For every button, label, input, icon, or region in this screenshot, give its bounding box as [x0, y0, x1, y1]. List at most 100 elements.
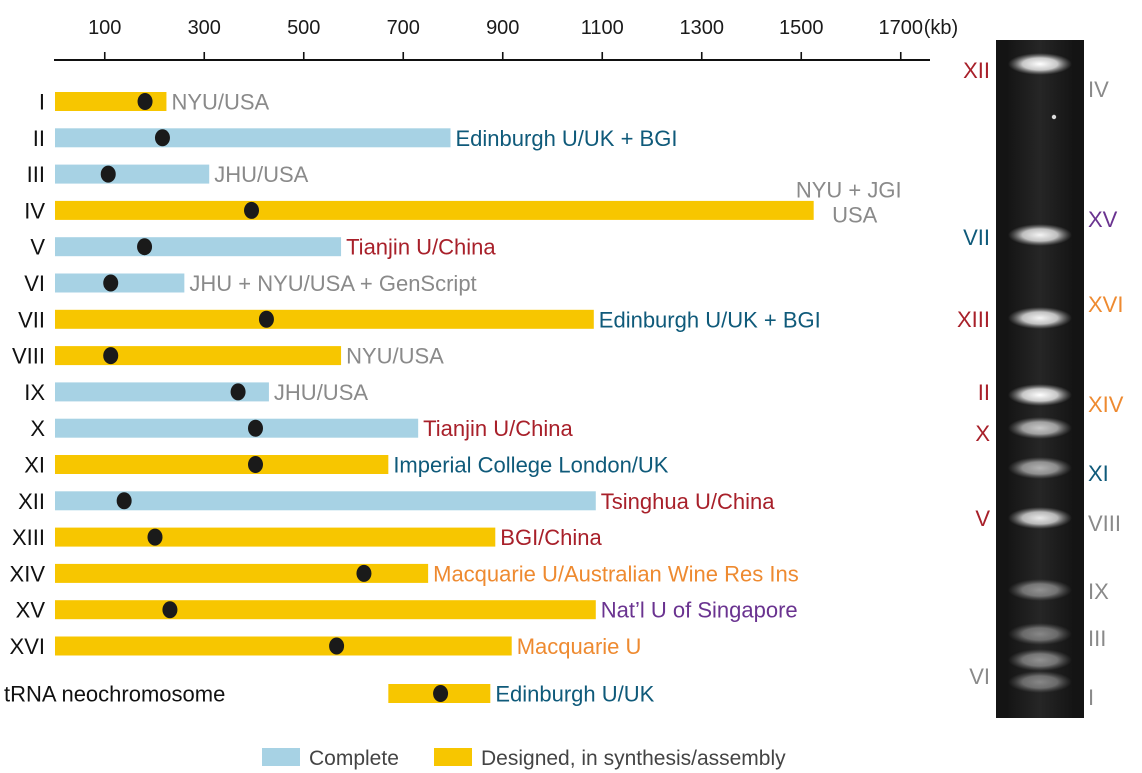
chromosome-label: XI	[24, 453, 45, 478]
chromosome-row: tRNA neochromosome Edinburgh U/UK	[4, 682, 655, 707]
chromosome-bar	[55, 491, 596, 511]
chromosome-label: XIV	[10, 561, 46, 586]
gel-band	[1008, 417, 1072, 439]
chromosome-label: III	[27, 162, 45, 187]
centromere-dot	[162, 601, 178, 619]
centromere-dot	[230, 383, 246, 401]
chromosome-bar	[55, 455, 389, 474]
legend-swatch	[434, 748, 472, 766]
centromere-dot	[137, 93, 153, 110]
chromosome-row: VIII NYU/USA	[12, 344, 444, 369]
chromosome-bar	[55, 382, 269, 402]
gel-right-label: I	[1088, 685, 1094, 710]
x-tick-label: 700	[387, 17, 420, 39]
centromere-dot	[147, 528, 163, 546]
chromosome-row: XI Imperial College London/UK	[24, 453, 669, 478]
legend: Complete Designed, in synthesis/assembly	[262, 747, 786, 770]
gel-right-label: XIV	[1088, 392, 1124, 417]
chromosome-bar	[55, 128, 451, 148]
centromere-dot	[356, 564, 372, 582]
chromosome-row: VI JHU + NYU/USA + GenScript	[24, 271, 476, 296]
chromosome-label: I	[39, 90, 45, 115]
chromosome-label: V	[30, 235, 45, 260]
chromosome-row: XIV Macquarie U/Australian Wine Res Ins	[10, 561, 799, 586]
x-tick-label: 500	[287, 17, 320, 39]
chromosome-bar	[55, 563, 429, 583]
x-axis: 100 300 500 700 900 1100 1300 1500 1700 (kb)	[54, 17, 958, 61]
legend-item: Complete	[262, 747, 399, 770]
centromere-dot	[154, 129, 170, 147]
centromere-dot	[103, 274, 119, 292]
gel-left-label: XIII	[957, 307, 990, 332]
chromosome-label: IV	[24, 198, 45, 223]
legend-label: Designed, in synthesis/assembly	[481, 747, 786, 770]
institution-label: NYU/USA	[346, 344, 444, 369]
bar-rows: I NYU/USA II Edinburgh U/UK + BGI III JHU/USA…	[4, 90, 902, 707]
legend-label: Complete	[309, 747, 399, 770]
chromosome-row: X Tianjin U/China	[30, 416, 573, 441]
institution-label-line2: USA	[832, 202, 878, 227]
institution-label: Macquarie U	[517, 634, 642, 659]
chromosome-bar	[55, 92, 167, 111]
chromosome-bar	[55, 346, 342, 366]
gel-right-label: III	[1088, 626, 1106, 651]
chromosome-label: XII	[18, 489, 45, 514]
chromosome-label: IX	[24, 380, 45, 405]
gel-right-label: IV	[1088, 77, 1109, 102]
chromosome-bar	[55, 309, 594, 329]
centromere-dot	[100, 165, 116, 183]
gel-band	[1008, 384, 1072, 406]
chromosome-bar	[55, 273, 185, 293]
gel-left-label: II	[978, 380, 990, 405]
institution-label: Imperial College London/UK	[393, 453, 668, 478]
chromosome-row: V Tianjin U/China	[30, 235, 496, 260]
gel-lane	[1008, 40, 1072, 718]
gel-left-label: VI	[969, 664, 990, 689]
gel-right-label: VIII	[1088, 511, 1121, 536]
gel-right-label: XV	[1088, 207, 1118, 232]
centromere-dot	[247, 419, 263, 437]
gel-band	[1008, 649, 1072, 671]
chromosome-label: VIII	[12, 344, 45, 369]
chromosome-row: XIII BGI/China	[12, 525, 603, 550]
x-axis-unit: (kb)	[924, 17, 958, 39]
chromosome-label: XVI	[10, 634, 45, 659]
chromosome-row: XII Tsinghua U/China	[18, 489, 775, 514]
chromosome-row: VII Edinburgh U/UK + BGI	[18, 307, 821, 332]
x-tick-label: 900	[486, 17, 519, 39]
chromosome-bar	[55, 200, 814, 220]
institution-label: NYU/USA	[171, 90, 269, 115]
gel-band	[1008, 53, 1072, 75]
centromere-dot	[247, 456, 263, 473]
chromosome-row: III JHU/USA	[27, 162, 309, 187]
institution-label: Tsinghua U/China	[601, 489, 775, 514]
gel-left-label: VII	[963, 225, 990, 250]
gel-right-label: XVI	[1088, 292, 1123, 317]
gel-band	[1008, 457, 1072, 479]
centromere-dot	[329, 637, 345, 655]
chromosome-row: I NYU/USA	[39, 90, 270, 115]
x-tick-label: 100	[88, 17, 121, 39]
chromosome-label: VI	[24, 271, 45, 296]
chromosome-row: II Edinburgh U/UK + BGI	[33, 126, 678, 151]
gel-band	[1008, 623, 1072, 645]
gel-right-label: IX	[1088, 579, 1109, 604]
x-tick-label: 300	[188, 17, 221, 39]
chromosome-bar	[55, 527, 496, 547]
chromosome-label: XIII	[12, 525, 45, 550]
gel-band	[1008, 307, 1072, 329]
institution-label: Edinburgh U/UK	[495, 682, 654, 707]
chromosome-row: XV Nat’l U of Singapore	[16, 598, 798, 623]
institution-label: Macquarie U/Australian Wine Res Ins	[433, 561, 799, 586]
gel-right-label: XI	[1088, 461, 1109, 486]
legend-item: Designed, in synthesis/assembly	[434, 747, 786, 770]
centromere-dot	[103, 347, 119, 365]
gel-speck	[1051, 114, 1057, 120]
chromosome-label: II	[33, 126, 45, 151]
x-tick-label: 1500	[779, 17, 824, 39]
institution-label: BGI/China	[500, 525, 602, 550]
gel-left-label: V	[975, 506, 990, 531]
